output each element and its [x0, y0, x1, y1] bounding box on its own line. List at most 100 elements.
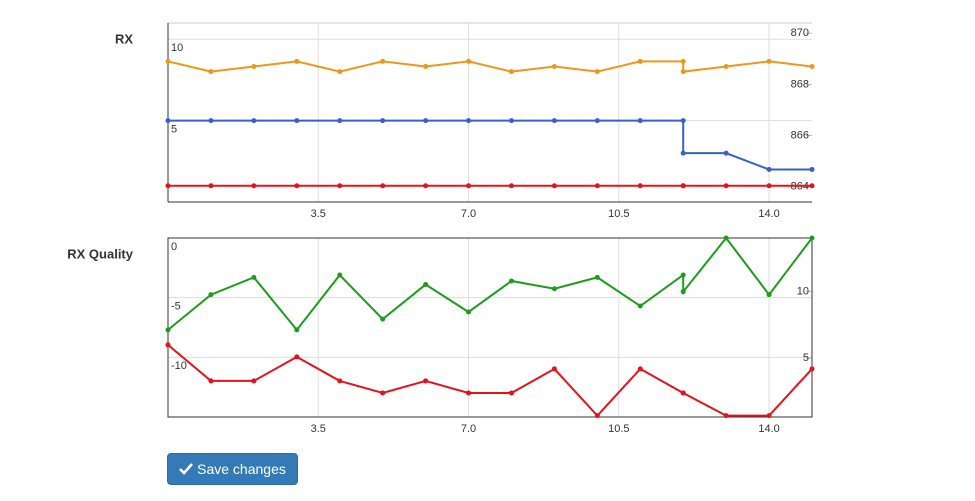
y-tick-label: -5	[171, 301, 181, 313]
y2-tick-label: 5	[803, 352, 809, 364]
point	[508, 278, 514, 284]
y-tick-label: 10	[171, 42, 183, 54]
chart-title: RX Quality	[67, 246, 134, 261]
button-label: Save changes	[197, 461, 286, 477]
point	[723, 150, 729, 156]
point	[723, 235, 729, 241]
point	[637, 118, 643, 124]
point	[551, 63, 557, 69]
point	[594, 413, 600, 419]
point	[294, 118, 300, 124]
point	[508, 183, 514, 189]
point	[294, 58, 300, 64]
point	[551, 183, 557, 189]
point	[680, 58, 686, 64]
point	[594, 118, 600, 124]
plot-frame	[167, 237, 813, 418]
point	[766, 413, 772, 419]
point	[680, 150, 686, 156]
point	[423, 183, 429, 189]
point	[637, 183, 643, 189]
point	[637, 366, 643, 372]
x-tick-label: 7.0	[461, 423, 476, 435]
point	[466, 309, 472, 315]
point	[766, 58, 772, 64]
point	[723, 413, 729, 419]
point	[208, 118, 214, 124]
point	[766, 292, 772, 298]
point	[337, 69, 343, 75]
y2-tick-label: 870	[791, 27, 809, 39]
point	[165, 342, 171, 348]
point	[251, 378, 257, 384]
y-tick-label: 5	[171, 124, 177, 136]
point	[251, 183, 257, 189]
y2-tick-label: 866	[791, 129, 809, 141]
point	[809, 166, 815, 172]
point	[637, 303, 643, 309]
series-line	[168, 119, 812, 171]
point	[594, 274, 600, 280]
point	[594, 69, 600, 75]
point	[637, 58, 643, 64]
point	[508, 69, 514, 75]
y-tick-label: -10	[171, 360, 187, 372]
point	[723, 183, 729, 189]
point	[208, 292, 214, 298]
save-button[interactable]: Save changes	[167, 453, 298, 485]
x-tick-label: 14.0	[758, 208, 779, 220]
point	[251, 274, 257, 280]
point	[723, 63, 729, 69]
point	[423, 118, 429, 124]
point	[466, 118, 472, 124]
point	[680, 183, 686, 189]
point	[380, 316, 386, 322]
point	[208, 69, 214, 75]
y2-tick-label: 868	[791, 78, 809, 90]
point	[809, 183, 815, 189]
point	[165, 183, 171, 189]
x-tick-label: 10.5	[608, 208, 629, 220]
point	[337, 272, 343, 278]
point	[423, 282, 429, 288]
chart-title: RX	[115, 31, 133, 46]
point	[165, 58, 171, 64]
point	[551, 286, 557, 292]
point	[380, 390, 386, 396]
point	[165, 327, 171, 333]
series-line	[167, 60, 813, 73]
point	[423, 378, 429, 384]
y-tick-label: 0	[171, 241, 177, 253]
point	[337, 378, 343, 384]
point	[251, 118, 257, 124]
point	[423, 63, 429, 69]
charts: RX RX Quality 3.5 7.0 10.5 14.0510864866868…	[67, 22, 815, 435]
point	[208, 378, 214, 384]
point	[809, 63, 815, 69]
point	[680, 69, 686, 75]
point	[594, 183, 600, 189]
point	[680, 390, 686, 396]
y2-tick-label: 10	[797, 285, 809, 297]
point	[466, 58, 472, 64]
point	[551, 118, 557, 124]
point	[680, 118, 686, 124]
point	[294, 183, 300, 189]
point	[337, 118, 343, 124]
point	[766, 166, 772, 172]
x-tick-label: 3.5	[311, 208, 326, 220]
point	[165, 118, 171, 124]
point	[294, 327, 300, 333]
point	[251, 63, 257, 69]
point	[466, 183, 472, 189]
series-line	[167, 344, 813, 418]
x-tick-label: 10.5	[608, 423, 629, 435]
x-tick-label: 14.0	[758, 423, 779, 435]
point	[380, 58, 386, 64]
point	[294, 354, 300, 360]
point	[680, 272, 686, 278]
point	[380, 183, 386, 189]
point	[380, 118, 386, 124]
x-tick-label: 7.0	[461, 208, 476, 220]
